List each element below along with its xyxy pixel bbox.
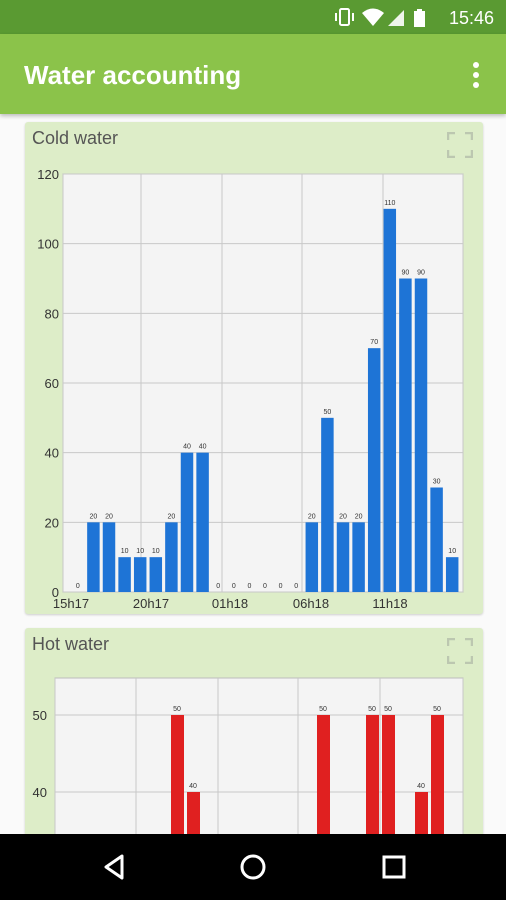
recents-icon[interactable] bbox=[374, 847, 414, 887]
data-label: 50 bbox=[319, 706, 327, 713]
x-tick-label: 06h18 bbox=[293, 596, 329, 611]
bar bbox=[196, 452, 209, 592]
navigation-bar bbox=[0, 834, 506, 900]
bar bbox=[414, 278, 428, 592]
bar bbox=[180, 452, 194, 592]
bar bbox=[383, 208, 397, 592]
x-tick-label: 20h17 bbox=[133, 596, 169, 611]
hot-water-chart: 40 50 50 40 50 50 50 40 50 bbox=[33, 677, 464, 834]
bar bbox=[431, 715, 444, 834]
data-label: 20 bbox=[90, 513, 98, 520]
data-label: 0 bbox=[76, 583, 80, 590]
bar bbox=[317, 715, 330, 834]
data-label: 20 bbox=[308, 513, 316, 520]
data-label: 90 bbox=[402, 270, 410, 277]
data-label: 20 bbox=[355, 513, 363, 520]
data-label: 90 bbox=[417, 270, 425, 277]
y-tick-label: 50 bbox=[33, 708, 47, 723]
bar bbox=[430, 487, 443, 592]
back-icon[interactable] bbox=[94, 847, 134, 887]
vibrate-icon bbox=[335, 8, 354, 26]
bar bbox=[171, 715, 184, 834]
status-time: 15:46 bbox=[448, 8, 494, 28]
y-tick-label: 120 bbox=[37, 167, 59, 182]
plot-area bbox=[54, 677, 464, 834]
data-label: 10 bbox=[448, 548, 456, 555]
app-title: Water accounting bbox=[24, 60, 242, 90]
data-label: 0 bbox=[247, 583, 251, 590]
bar bbox=[305, 522, 319, 592]
bar bbox=[382, 715, 395, 834]
y-tick-label: 100 bbox=[37, 237, 59, 252]
hot-water-card[interactable]: 40 50 50 40 50 50 50 40 50 Hot water bbox=[25, 628, 483, 834]
data-label: 20 bbox=[339, 513, 347, 520]
bar bbox=[336, 522, 350, 592]
data-label: 20 bbox=[105, 513, 113, 520]
y-tick-label: 80 bbox=[45, 306, 59, 321]
more-vert-icon[interactable] bbox=[464, 60, 488, 90]
bar bbox=[321, 417, 334, 592]
data-label: 50 bbox=[433, 706, 441, 713]
data-label: 50 bbox=[173, 706, 181, 713]
bar bbox=[399, 278, 412, 592]
fullscreen-icon[interactable] bbox=[447, 132, 473, 158]
bar bbox=[352, 522, 365, 592]
y-tick-label: 20 bbox=[45, 515, 59, 530]
data-label: 40 bbox=[189, 783, 197, 790]
battery-icon bbox=[414, 9, 425, 27]
card-title-hot-water: Hot water bbox=[32, 634, 110, 654]
cold-water-card[interactable]: 0 20 40 60 80 100 120 15h17 20h17 01h18 06h18 11h18… bbox=[25, 122, 483, 614]
data-label: 0 bbox=[216, 583, 220, 590]
bar bbox=[366, 715, 379, 834]
y-tick-label: 40 bbox=[33, 785, 47, 800]
wifi-icon bbox=[362, 8, 384, 26]
x-tick-label: 15h17 bbox=[53, 596, 89, 611]
data-label: 10 bbox=[152, 548, 160, 555]
bar bbox=[165, 522, 178, 592]
data-label: 0 bbox=[279, 583, 283, 590]
data-label: 70 bbox=[370, 339, 378, 346]
data-label: 50 bbox=[368, 706, 376, 713]
bar bbox=[149, 557, 163, 592]
bar bbox=[187, 792, 200, 834]
y-tick-label: 60 bbox=[45, 376, 59, 391]
data-label: 50 bbox=[324, 409, 332, 416]
bar bbox=[118, 557, 131, 592]
status-bar: 15:46 bbox=[0, 0, 506, 34]
data-label: 40 bbox=[199, 444, 207, 451]
data-label: 30 bbox=[433, 479, 441, 486]
bar bbox=[87, 522, 100, 592]
y-tick-label: 0 bbox=[52, 585, 59, 600]
bar bbox=[133, 557, 147, 592]
signal-icon bbox=[388, 10, 404, 26]
data-label: 50 bbox=[384, 706, 392, 713]
data-label: 20 bbox=[168, 513, 176, 520]
x-tick-label: 01h18 bbox=[212, 596, 248, 611]
data-label: 10 bbox=[121, 548, 129, 555]
data-label: 40 bbox=[183, 444, 191, 451]
bar bbox=[367, 348, 381, 592]
data-label: 0 bbox=[232, 583, 236, 590]
status-icons bbox=[335, 8, 425, 27]
bar bbox=[445, 557, 459, 592]
card-title-cold-water: Cold water bbox=[32, 128, 119, 148]
data-label: 110 bbox=[384, 200, 395, 207]
home-icon[interactable] bbox=[233, 847, 273, 887]
y-tick-label: 40 bbox=[45, 446, 59, 461]
bar bbox=[102, 522, 116, 592]
data-label: 40 bbox=[417, 783, 425, 790]
data-label: 10 bbox=[136, 548, 144, 555]
data-label: 0 bbox=[263, 583, 267, 590]
app-bar: Water accounting bbox=[0, 34, 506, 114]
bar bbox=[415, 792, 428, 834]
x-tick-label: 11h18 bbox=[372, 596, 407, 611]
data-label: 0 bbox=[294, 583, 298, 590]
content-area[interactable]: 0 20 40 60 80 100 120 15h17 20h17 01h18 06h18 11h18… bbox=[0, 114, 506, 834]
fullscreen-icon[interactable] bbox=[447, 638, 473, 664]
